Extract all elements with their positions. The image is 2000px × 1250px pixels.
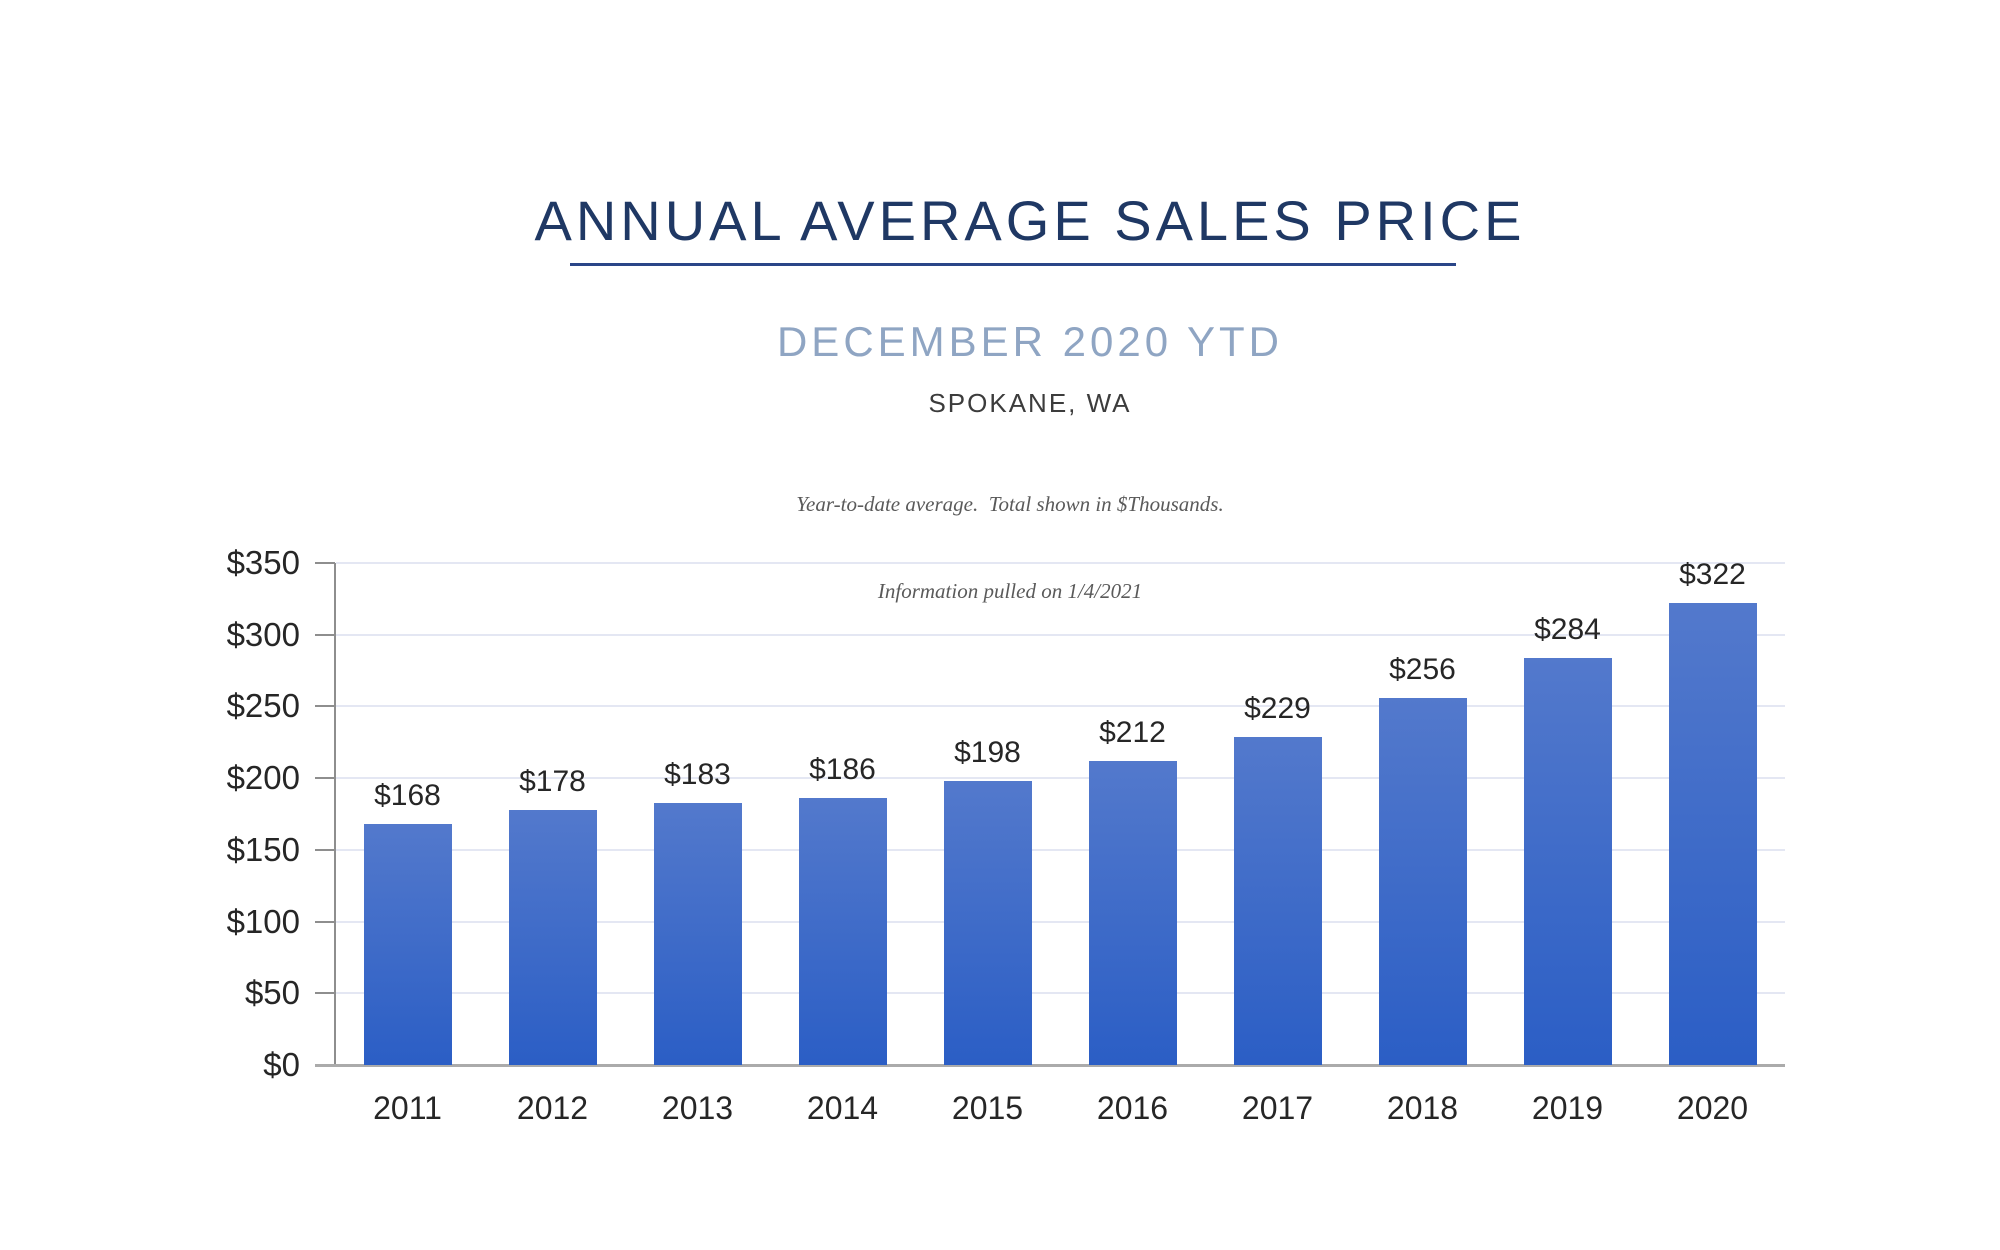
y-axis-label: $100 [226,902,300,940]
x-axis-label: 2013 [661,1090,734,1126]
gridline [336,777,1785,780]
gridline [336,920,1785,923]
bar-2018 [1378,697,1467,1065]
gridline [336,992,1785,995]
bar-2011 [363,824,452,1065]
note-line-1: Year-to-date average. Total shown in $Th… [796,492,1224,516]
bar-2012 [508,809,597,1065]
note-line-2: Information pulled on 1/4/2021 [877,579,1143,603]
x-axis-label: 2016 [1096,1090,1169,1126]
bar-value-label: $284 [1534,612,1601,646]
x-axis-label: 2019 [1531,1090,1604,1126]
title-underline [570,263,1456,266]
bar-value-label: $183 [664,757,731,791]
bar-value-label: $168 [374,779,441,813]
gridline [336,562,1785,564]
y-axis-label: $150 [226,830,300,868]
gridline [336,705,1785,708]
bar-value-label: $186 [809,753,876,787]
bar-value-label: $198 [954,736,1021,769]
y-axis-tick [315,848,335,851]
x-axis-label: 2017 [1241,1090,1314,1126]
chart-subtitle: DECEMBER 2020 YTD [776,318,1284,365]
chart-location: SPOKANE, WA [928,388,1132,418]
x-axis-label: 2012 [516,1090,589,1126]
y-axis-tick [315,777,335,780]
y-axis-tick [315,562,335,564]
y-axis-tick [315,705,335,708]
x-axis-label: 2011 [373,1090,442,1126]
x-axis-label: 2020 [1676,1090,1749,1126]
bar-2014 [798,798,887,1065]
bar-value-label: $178 [519,764,586,798]
bar-2016 [1088,760,1177,1065]
x-axis-label: 2018 [1386,1090,1459,1126]
y-axis-label: $350 [226,544,300,581]
y-axis-label: $300 [226,615,300,653]
y-axis-label: $200 [226,759,300,797]
bar-2017 [1233,736,1322,1065]
gridline [336,633,1785,636]
bar-2013 [653,802,742,1065]
bar-value-label: $322 [1679,558,1746,592]
y-axis-tick [315,920,335,923]
x-axis-label: 2014 [806,1090,879,1126]
y-axis-line [334,563,336,1065]
bar-value-label: $229 [1244,691,1311,725]
y-axis-tick [315,992,335,995]
bar-value-label: $256 [1389,652,1456,686]
y-axis-tick [315,633,335,636]
bar-2015 [943,781,1032,1065]
y-axis-label: $50 [244,974,300,1012]
chart-title: ANNUAL AVERAGE SALES PRICE [534,189,1526,252]
gridline [336,848,1785,851]
y-axis-label: $250 [226,687,300,725]
bar-value-label: $212 [1099,715,1166,749]
x-axis-label: 2015 [951,1090,1024,1126]
y-axis-label: $0 [263,1046,300,1083]
bar-2020 [1668,603,1757,1065]
chart-note: Year-to-date average. Total shown in $Th… [20,432,2000,664]
x-axis-line [315,1064,1785,1067]
bar-2019 [1523,657,1612,1065]
